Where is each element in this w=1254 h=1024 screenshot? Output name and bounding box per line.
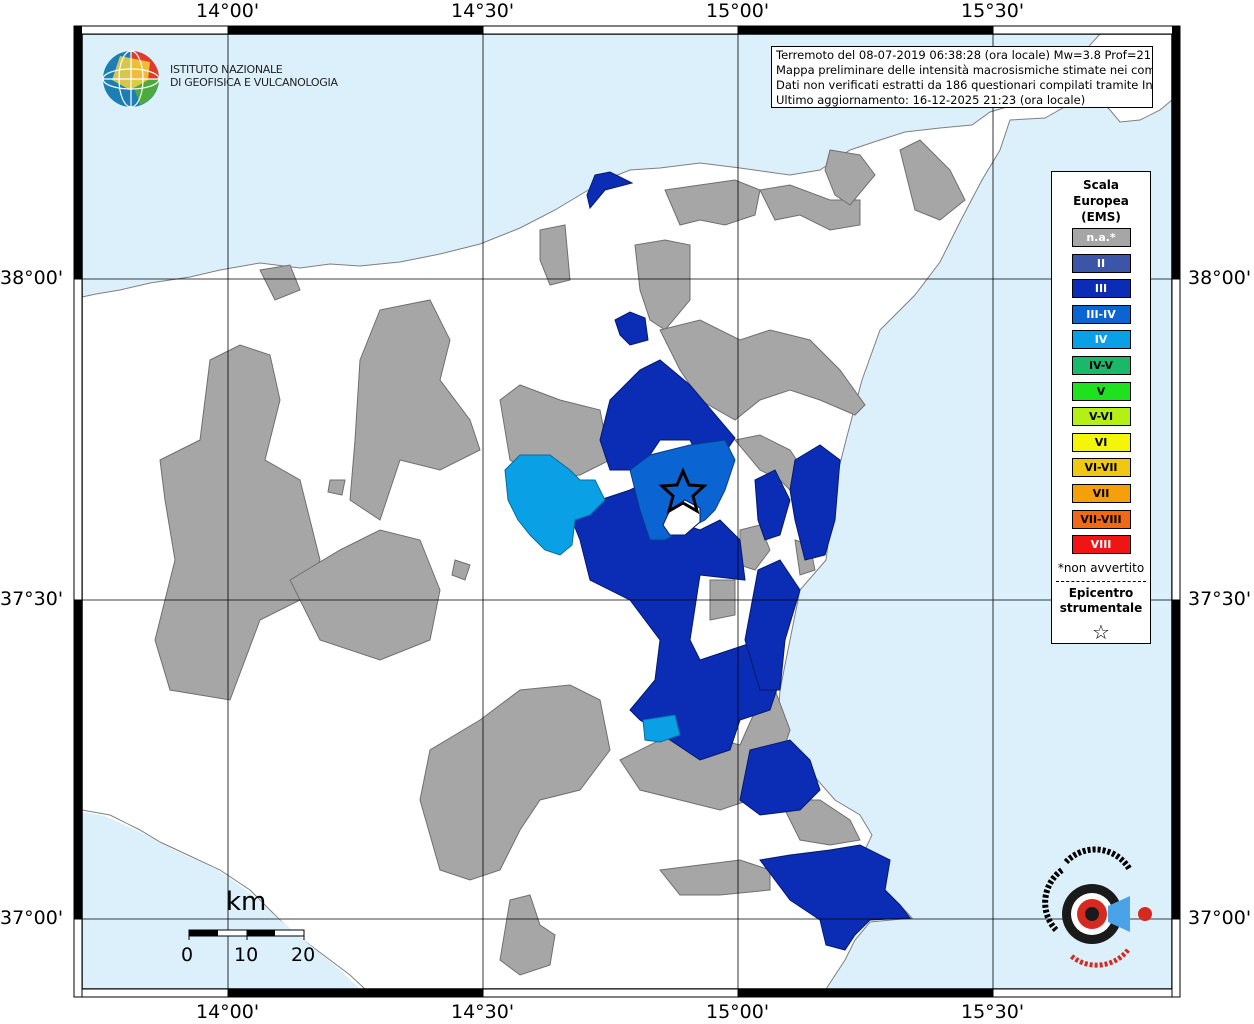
event-info-line: Mappa preliminare delle intensità macros… — [776, 63, 1153, 77]
legend-title-line: Europea — [1073, 194, 1129, 208]
legend-item-n-a: n.a.* — [1071, 228, 1131, 247]
legend-item-vii: VII — [1071, 483, 1131, 503]
legend-item-vi-vii: VI-VII — [1071, 458, 1131, 478]
legend-epicenter-label: Epicentro strumentale — [1052, 586, 1150, 616]
legend-item-iv-v: IV-V — [1071, 355, 1131, 375]
legend-title-line: Scala — [1082, 178, 1120, 192]
land-south-coast-fill — [82, 812, 360, 989]
legend-epicenter-line: strumentale — [1059, 600, 1143, 615]
municipalities-intensity-iii-iv — [629, 439, 736, 541]
right-lat-label: 38°00' — [1188, 267, 1252, 289]
top-lon-label: 14°00' — [196, 0, 260, 22]
legend-item-viii: VIII — [1071, 535, 1131, 555]
top-lon-label: 14°30' — [451, 0, 515, 22]
right-lat-label: 37°30' — [1188, 588, 1252, 610]
legend-item-v-vi: V-VI — [1071, 407, 1131, 427]
legend-title: Scala Europea (EMS) — [1052, 177, 1150, 225]
epicenter-star-icon — [658, 467, 708, 515]
municipalities-intensity-iv — [504, 454, 681, 743]
legend-item-iii: III — [1071, 279, 1131, 299]
top-lon-label: 15°00' — [706, 0, 770, 22]
institute-name: ISTITUTO NAZIONALE DI GEOFISICA E VULCAN… — [170, 63, 338, 89]
scale-label: 0 — [181, 944, 194, 966]
scale-bar — [188, 929, 305, 940]
bottom-lon-label: 15°30' — [961, 1001, 1025, 1023]
event-info-line: Terremoto del 08-07-2019 06:38:28 (ora l… — [776, 48, 1153, 62]
intensity-legend: Scala Europea (EMS) n.a.* II III III-IV IV IV… — [1051, 171, 1151, 644]
top-lon-label: 15°30' — [961, 0, 1025, 22]
legend-star-icon: ☆ — [1092, 619, 1110, 644]
scale-label: 20 — [291, 944, 316, 966]
legend-separator — [1056, 580, 1146, 582]
legend-item-v: V — [1071, 381, 1131, 401]
legend-items: n.a.* II III III-IV IV IV-V V V-VI VI VI-VII VII VI… — [1052, 228, 1150, 555]
ingv-logo-icon — [102, 50, 160, 108]
legend-item-iv: IV — [1071, 330, 1131, 350]
event-info-box: Terremoto del 08-07-2019 06:38:28 (ora l… — [771, 46, 1153, 108]
legend-item-ii: II — [1071, 253, 1131, 273]
scale-unit: km — [226, 887, 267, 917]
legend-item-vii-viii: VII-VIII — [1071, 509, 1131, 529]
bottom-lon-label: 15°00' — [706, 1001, 770, 1023]
map-frame — [73, 25, 1181, 998]
right-lat-label: 37°00' — [1188, 907, 1252, 929]
left-lat-label: 37°30' — [0, 588, 64, 610]
legend-item-iii-iv: III-IV — [1071, 304, 1131, 324]
legend-title-line: (EMS) — [1081, 210, 1121, 224]
left-lat-label: 38°00' — [0, 267, 64, 289]
graticule — [82, 34, 1172, 989]
left-lat-label: 37°00' — [0, 907, 64, 929]
bottom-lon-label: 14°30' — [451, 1001, 515, 1023]
legend-epicenter-line: Epicentro — [1068, 585, 1134, 600]
bottom-lon-label: 14°00' — [196, 1001, 260, 1023]
legend-item-vi: VI — [1071, 432, 1131, 452]
legend-note: *non avvertito — [1057, 560, 1145, 575]
event-info-line: Dati non verificati estratti da 186 ques… — [776, 78, 1153, 92]
scale-label: 10 — [234, 944, 259, 966]
institute-line: DI GEOFISICA E VULCANOLOGIA — [170, 76, 338, 89]
event-info-line: Ultimo aggiornamento: 16-12-2025 21:23 (… — [776, 93, 1086, 107]
haisentito-logo-icon — [1042, 846, 1152, 968]
municipalities-intensity-iii — [569, 171, 911, 951]
institute-line: ISTITUTO NAZIONALE — [170, 63, 283, 76]
